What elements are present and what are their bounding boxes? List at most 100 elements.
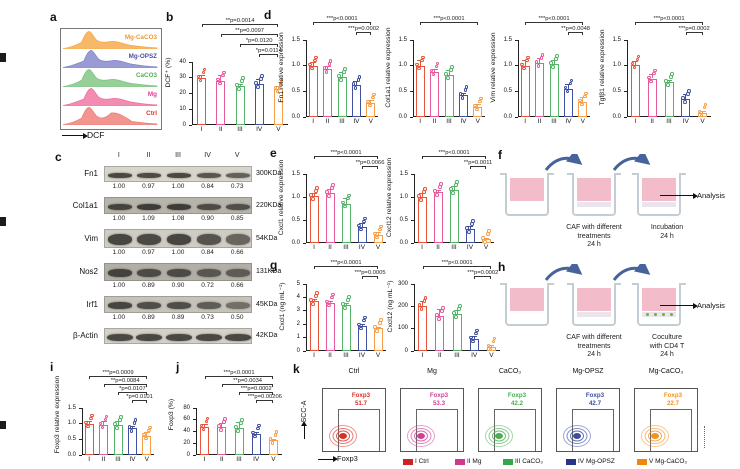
data-point <box>423 187 427 191</box>
data-point <box>311 302 315 306</box>
y-axis-label: Tgfβ1 relative expression <box>599 29 606 106</box>
contour-ring <box>336 430 350 442</box>
data-point <box>234 424 238 429</box>
contour-ring <box>573 433 581 439</box>
panel-label-c: c <box>55 150 62 164</box>
bar <box>415 65 425 117</box>
data-point <box>129 429 134 433</box>
cd4-cell <box>654 313 657 316</box>
y-tick <box>411 350 414 352</box>
data-point <box>664 79 668 83</box>
p-value-label: ***p=0.0002 <box>678 25 710 32</box>
y-tick-label: 1.0 <box>291 193 300 200</box>
data-point <box>578 98 582 103</box>
error-bar <box>312 61 314 66</box>
data-point <box>474 331 478 336</box>
data-point <box>536 64 541 68</box>
data-point <box>314 55 318 60</box>
y-tick <box>189 124 192 126</box>
data-point <box>464 85 469 90</box>
significance-bracket <box>422 266 492 269</box>
x-category-label: I <box>419 118 422 125</box>
data-point <box>417 303 422 307</box>
x-category-label: IV <box>256 126 263 133</box>
band-value: 0.84 <box>201 249 214 256</box>
y-tick-label: 0.0 <box>398 113 407 120</box>
flow-plot: Foxp3 22.7 <box>634 388 698 452</box>
data-point <box>313 58 317 63</box>
gate-value: 42.2 <box>510 400 524 407</box>
x-category-label: I <box>203 456 206 463</box>
contour-ring <box>485 425 513 447</box>
bar <box>216 80 226 125</box>
transfer-arrow <box>542 149 586 174</box>
x-category-label: V <box>700 118 705 125</box>
y-tick <box>193 454 196 456</box>
data-point <box>256 85 260 89</box>
x-category-label: II <box>325 118 330 125</box>
significance-bracket <box>568 32 583 35</box>
data-point <box>343 66 347 71</box>
data-point <box>437 317 441 321</box>
error-bar <box>345 198 347 204</box>
y-tick <box>410 90 413 92</box>
data-point <box>322 66 327 70</box>
y-tick-label: 1.0 <box>67 420 76 427</box>
significance-bracket <box>362 276 378 279</box>
significance-bracket <box>239 392 274 395</box>
caption-line: 24 h <box>660 351 674 358</box>
bar-chart-foxp3-percent: 0 20 40 60 80 I II III IV V ***p<0.0001 **p=0.0034 *… <box>166 370 284 466</box>
bar-chart-cxcl1-protein: 0 1 2 3 4 5 I II III IV V ***p<0.0001 ***p=0.0005 Cxc… <box>276 260 388 362</box>
error-bar <box>539 57 541 64</box>
curve-label: Mg-OPSZ <box>128 53 157 60</box>
data-point <box>687 89 691 93</box>
y-tick-label: 0.5 <box>503 87 512 94</box>
significance-bracket <box>362 166 378 169</box>
data-point <box>433 189 437 193</box>
data-point <box>327 194 331 198</box>
data-point <box>465 226 469 230</box>
flow-cytometry-panel: Ctrl Foxp3 51.7 Mg Foxp3 53.3 CaCO₃ Foxp3 42.2 Mg… <box>292 364 740 469</box>
x-category-label: II <box>101 456 106 463</box>
flow-plot-title: Ctrl <box>348 368 360 375</box>
bar <box>308 65 318 117</box>
significance-bracket <box>313 22 371 25</box>
error-bar <box>329 188 331 194</box>
contour-ring <box>410 428 432 444</box>
error-bar-cap <box>649 74 656 76</box>
p-value-label: ***p<0.0001 <box>326 15 358 22</box>
x-category-label: III <box>446 118 452 125</box>
y-tick-label: 5 <box>296 280 300 287</box>
x-category-label: III <box>339 118 345 125</box>
data-point <box>324 70 329 74</box>
y-axis-label: Cxcl12 (ng mL⁻¹) <box>387 280 394 333</box>
caption-line: with CD4 T <box>649 342 685 350</box>
p-value-label: ***p=0.0009 <box>102 369 134 376</box>
blot-band <box>226 302 251 309</box>
data-point <box>471 219 475 223</box>
significance-bracket <box>103 384 147 387</box>
x-category-label: III <box>454 352 460 359</box>
x-category-label: V <box>276 126 281 133</box>
y-tick-label: 0.0 <box>67 451 76 458</box>
y-tick-label: 1.5 <box>399 170 408 177</box>
data-point <box>683 100 687 104</box>
blot-band <box>137 203 162 210</box>
protein-label: Nos2 <box>79 267 98 276</box>
bar <box>417 197 427 243</box>
band-value: 0.84 <box>201 183 214 190</box>
error-bar <box>361 323 363 326</box>
y-tick-label: 300 <box>397 280 408 287</box>
data-point <box>467 230 471 234</box>
blot-band <box>137 172 162 178</box>
bar <box>563 88 573 117</box>
significance-bracket <box>635 22 703 25</box>
y-tick-label: 10 <box>179 105 186 112</box>
y-tick-label: 0 <box>296 347 300 354</box>
flow-plot: Foxp3 51.7 <box>322 388 386 452</box>
flow-plot: Foxp3 53.3 <box>400 388 464 452</box>
x-category-label: IV <box>353 118 360 125</box>
bar <box>234 427 244 455</box>
y-tick-label: 200 <box>397 302 408 309</box>
